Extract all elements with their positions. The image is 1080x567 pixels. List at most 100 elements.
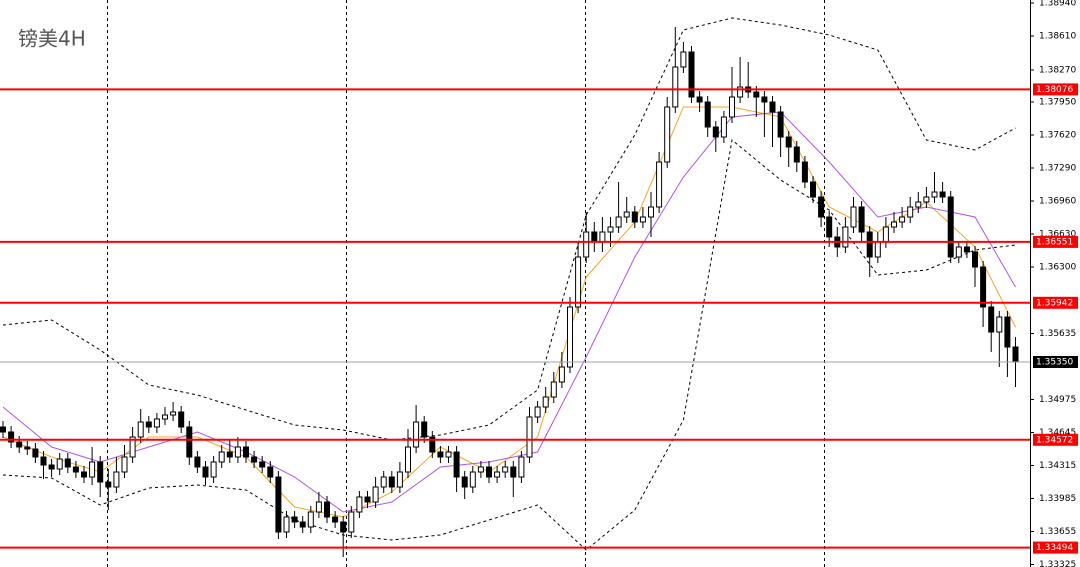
- candle-body: [113, 471, 120, 488]
- candle-body: [186, 426, 193, 458]
- candle-body: [299, 521, 306, 528]
- candle-body: [388, 476, 395, 488]
- candle-body: [364, 496, 371, 503]
- candle-body: [218, 451, 225, 463]
- y-tick-label: 1.38610: [1039, 32, 1076, 42]
- candle-body: [226, 451, 233, 458]
- candle-body: [615, 216, 622, 228]
- candle-body: [850, 206, 857, 228]
- candle-body: [153, 418, 160, 428]
- candle-body: [753, 91, 760, 98]
- candle-body: [145, 421, 152, 428]
- candle-body: [947, 196, 954, 258]
- candle-body: [89, 461, 96, 478]
- candle-body: [761, 96, 768, 103]
- candle-body: [534, 406, 541, 418]
- candle-body: [97, 461, 104, 483]
- candle-body: [1004, 316, 1011, 348]
- level-box: [1033, 296, 1078, 309]
- current-price-label: 1.35350: [1036, 358, 1073, 368]
- y-tick-label: 1.36300: [1039, 263, 1076, 273]
- candle-body: [121, 456, 128, 473]
- candle-body: [680, 51, 687, 68]
- candle-body: [469, 471, 476, 488]
- candle-body: [24, 446, 31, 450]
- y-tick-label: 1.35635: [1039, 329, 1076, 339]
- candle-body: [866, 231, 873, 258]
- candle-body: [356, 496, 363, 513]
- candle-body: [907, 206, 914, 218]
- candle-body: [923, 196, 930, 203]
- candle-body: [162, 414, 168, 420]
- candle-body: [8, 431, 15, 443]
- candle-body: [40, 456, 47, 466]
- candle-body: [405, 446, 411, 473]
- candle-body: [769, 101, 776, 113]
- candle-body: [591, 231, 598, 243]
- candle-body: [777, 111, 784, 138]
- candle-body: [623, 211, 630, 218]
- candle-body: [64, 458, 71, 468]
- candle-body: [931, 191, 938, 198]
- level-box: [1033, 433, 1078, 446]
- candle-body: [170, 411, 177, 416]
- candle-body: [672, 66, 679, 108]
- candle-body: [583, 231, 590, 258]
- y-tick-label: 1.34645: [1039, 428, 1076, 438]
- candle-body: [963, 246, 970, 253]
- candle-body: [502, 466, 509, 473]
- candle-body: [105, 481, 112, 488]
- candle-body: [494, 471, 501, 478]
- candle-body: [664, 106, 671, 163]
- candle-body: [656, 161, 663, 208]
- candle-body: [32, 448, 39, 458]
- candle-body: [396, 471, 403, 488]
- candle-body: [1012, 346, 1019, 363]
- candle-body: [137, 421, 144, 438]
- y-tick-label: 1.33655: [1039, 527, 1076, 537]
- candle-body: [939, 191, 946, 198]
- candle-body: [688, 51, 695, 98]
- candle-body: [340, 521, 347, 533]
- level-box: [1033, 83, 1078, 96]
- y-tick-label: 1.37620: [1039, 131, 1076, 141]
- candle-body: [243, 446, 249, 458]
- candle-body: [234, 446, 241, 458]
- candle-body: [793, 146, 800, 163]
- candle-body: [607, 226, 614, 233]
- candle-body: [704, 101, 711, 128]
- candle-body: [348, 511, 355, 533]
- candle-body: [315, 501, 322, 513]
- level-label: 1.33494: [1036, 543, 1073, 553]
- candle-body: [575, 256, 582, 308]
- candle-body: [0, 426, 6, 433]
- level-box: [1033, 235, 1078, 248]
- candle-body: [477, 466, 484, 473]
- y-tick-label: 1.36960: [1039, 197, 1076, 207]
- candle-body: [639, 216, 646, 223]
- y-tick-label: 1.36630: [1039, 230, 1076, 240]
- candle-body: [518, 456, 525, 478]
- candle-body: [972, 251, 978, 268]
- candle-body: [810, 181, 816, 198]
- candle-body: [842, 226, 849, 248]
- candle-body: [567, 306, 573, 368]
- candle-body: [283, 516, 290, 533]
- candle-body: [48, 464, 55, 470]
- candle-body: [291, 516, 298, 523]
- candle-body: [526, 416, 533, 458]
- level-box: [1033, 541, 1078, 554]
- candle-body: [785, 136, 792, 148]
- candle-body: [445, 451, 452, 458]
- level-label: 1.35942: [1036, 298, 1073, 308]
- candle-body: [178, 411, 185, 428]
- candle-body: [194, 456, 201, 468]
- y-tick-label: 1.38270: [1039, 66, 1076, 76]
- candle-body: [801, 161, 808, 183]
- candle-body: [275, 476, 282, 533]
- candle-body: [429, 436, 436, 453]
- candle-body: [858, 206, 865, 233]
- candle-body: [510, 466, 517, 478]
- candle-body: [737, 86, 744, 98]
